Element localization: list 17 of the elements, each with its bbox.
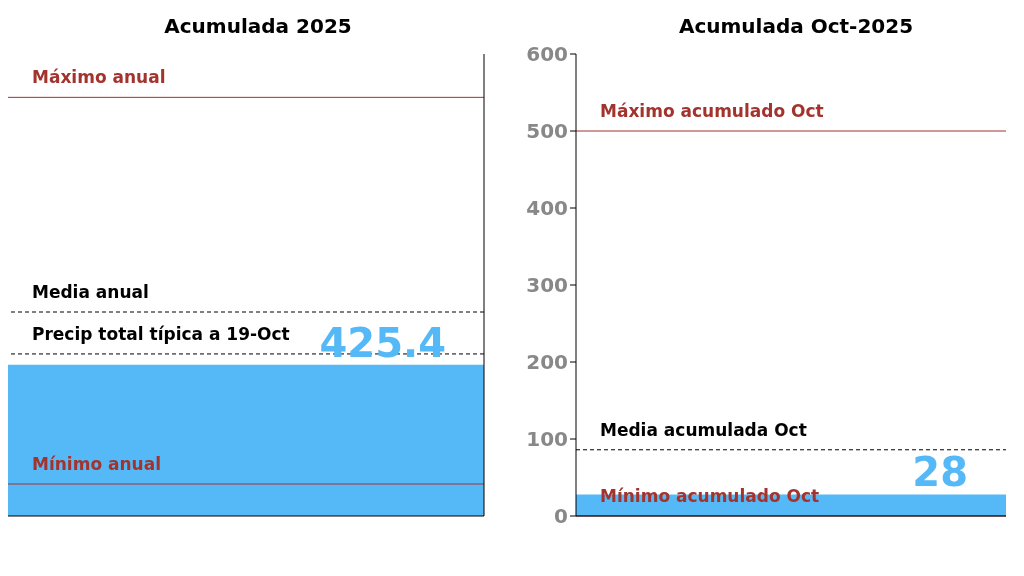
ref-line-label: Máximo acumulado Oct [600, 101, 824, 122]
ref-line-label: Media anual [32, 282, 149, 303]
ref-line-label: Máximo anual [32, 67, 166, 88]
y-tick-label: 600 [526, 42, 568, 67]
chart-title: Acumulada Oct-2025 [677, 13, 915, 40]
data-label: 28 [912, 449, 968, 496]
y-tick-label: 300 [526, 273, 568, 298]
chart-title: Acumulada 2025 [163, 13, 353, 40]
ref-line-label: Mínimo anual [32, 454, 161, 475]
y-tick-label: 0 [554, 504, 568, 529]
y-tick-label: 500 [526, 119, 568, 144]
data-label: 425.4 [319, 319, 446, 366]
y-tick-label: 400 [526, 196, 568, 221]
y-tick-label: 100 [526, 427, 568, 452]
y-tick-label: 200 [526, 350, 568, 375]
ref-line-label: Precip total típica a 19-Oct [32, 324, 290, 345]
ref-line-label: Media acumulada Oct [600, 419, 807, 440]
